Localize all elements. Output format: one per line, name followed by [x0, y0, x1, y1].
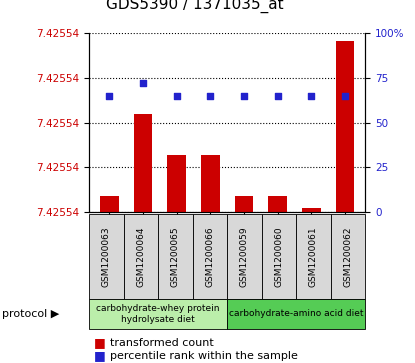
Point	[106, 93, 113, 98]
Bar	[336, 41, 354, 212]
Bar	[201, 155, 220, 212]
Bar	[302, 208, 321, 212]
Text: protocol ▶: protocol ▶	[2, 309, 59, 319]
Text: GSM1200064: GSM1200064	[137, 227, 146, 287]
Text: transformed count: transformed count	[110, 338, 214, 348]
Text: carbohydrate-amino acid diet: carbohydrate-amino acid diet	[229, 310, 364, 318]
Text: GSM1200059: GSM1200059	[240, 227, 249, 287]
Text: GSM1200066: GSM1200066	[205, 227, 215, 287]
Point	[342, 93, 348, 98]
Text: percentile rank within the sample: percentile rank within the sample	[110, 351, 298, 361]
Bar	[168, 155, 186, 212]
Point	[140, 80, 146, 86]
Text: GSM1200062: GSM1200062	[344, 227, 352, 287]
Text: GDS5390 / 1371035_at: GDS5390 / 1371035_at	[106, 0, 283, 13]
Text: GSM1200060: GSM1200060	[274, 227, 283, 287]
Point	[207, 93, 214, 98]
Point	[308, 93, 315, 98]
Bar	[100, 196, 119, 212]
Text: GSM1200063: GSM1200063	[102, 227, 111, 287]
Bar	[269, 196, 287, 212]
Text: GSM1200061: GSM1200061	[309, 227, 318, 287]
Point	[241, 93, 247, 98]
Bar	[235, 196, 253, 212]
Text: carbohydrate-whey protein
hydrolysate diet: carbohydrate-whey protein hydrolysate di…	[96, 304, 220, 324]
Text: ■: ■	[93, 337, 105, 350]
Point	[274, 93, 281, 98]
Point	[173, 93, 180, 98]
Bar	[134, 114, 152, 212]
Text: GSM1200065: GSM1200065	[171, 227, 180, 287]
Text: ■: ■	[93, 349, 105, 362]
